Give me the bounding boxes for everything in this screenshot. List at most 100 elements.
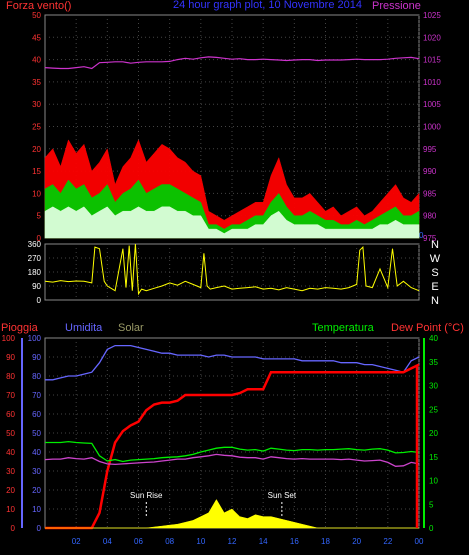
wind-right-tick-label: 1000 bbox=[423, 123, 441, 132]
wind-right-tick-label: 980 bbox=[423, 212, 437, 221]
rain-right-tick-label: 5 bbox=[429, 500, 434, 509]
rain-left-inner-tick-label: 10 bbox=[32, 505, 41, 514]
direction-line bbox=[44, 243, 420, 296]
direction-y-tick-label: 360 bbox=[28, 240, 42, 249]
rain-right-tick-label: 0 bbox=[429, 524, 434, 533]
wind-right-label: Pressione bbox=[372, 0, 421, 12]
rain-x-tick-label: 04 bbox=[103, 537, 112, 546]
solar-area bbox=[45, 499, 419, 529]
wind-left-tick-label: 10 bbox=[32, 189, 41, 198]
wind-left-tick-label: 15 bbox=[32, 167, 41, 176]
rain-left-outer-tick-label: 40 bbox=[6, 448, 15, 457]
rain-left-outer-tick-label: 50 bbox=[6, 429, 15, 438]
wind-left-tick-label: 0 bbox=[37, 234, 42, 243]
rain-right-tick-label: 30 bbox=[429, 382, 438, 391]
compass-label: S bbox=[431, 267, 438, 279]
rain-right-tick-label: 15 bbox=[429, 453, 438, 462]
dewpoint-line bbox=[44, 453, 420, 467]
rain-x-tick-label: 00 bbox=[415, 537, 424, 546]
rain-x-tick-label: 16 bbox=[290, 537, 299, 546]
rain-x-tick-label: 02 bbox=[72, 537, 81, 546]
rain-right-tick-label: 10 bbox=[429, 477, 438, 486]
dewpoint-right-label: Dew Point (°C) bbox=[391, 322, 464, 334]
rain-left-outer-tick-label: 10 bbox=[6, 505, 15, 514]
wind-right-tick-label: 990 bbox=[423, 167, 437, 176]
sun-annotations: Sun Rise Sun Set bbox=[130, 491, 297, 518]
rain-left-inner-tick-label: 30 bbox=[32, 467, 41, 476]
rain-left-inner-tick-label: 70 bbox=[32, 391, 41, 400]
temperature-line bbox=[45, 440, 420, 463]
rain-left-inner-tick-label: 0 bbox=[37, 524, 42, 533]
humidity-line bbox=[45, 344, 420, 381]
wind-right-tick-label: 975 bbox=[423, 234, 437, 243]
humidity-left-label: Umidita bbox=[65, 322, 103, 334]
compass-label: E bbox=[431, 281, 438, 293]
rain-left-outer-tick-label: 90 bbox=[6, 353, 15, 362]
compass-label: N bbox=[431, 295, 439, 307]
direction-grid bbox=[45, 244, 420, 300]
rain-x-tick-label: 18 bbox=[321, 537, 330, 546]
wind-left-tick-label: 35 bbox=[32, 78, 41, 87]
rain-left-outer-tick-label: 0 bbox=[11, 524, 16, 533]
rain-series-group bbox=[44, 344, 420, 530]
direction-series-group bbox=[44, 243, 420, 296]
rain-x-tick-label: 10 bbox=[196, 537, 205, 546]
solar-left-label: Solar bbox=[118, 322, 144, 334]
rain-left-label: Pioggia bbox=[1, 322, 39, 334]
wind-left-tick-label: 50 bbox=[32, 11, 41, 20]
sun-annotation-label: Sun Set bbox=[268, 491, 297, 500]
wind-right-tick-label: 1020 bbox=[423, 33, 441, 42]
rain-x-tick-label: 12 bbox=[228, 537, 237, 546]
wind-left-tick-label: 30 bbox=[32, 100, 41, 109]
rain-x-tick-label: 22 bbox=[383, 537, 392, 546]
wind-left-tick-label: 5 bbox=[37, 212, 42, 221]
rain-left-outer-tick-label: 100 bbox=[2, 334, 16, 343]
direction-y-tick-label: 270 bbox=[28, 254, 42, 263]
wind-left-tick-label: 40 bbox=[32, 56, 41, 65]
compass-label: W bbox=[430, 253, 441, 265]
direction-y-tick-label: 0 bbox=[37, 296, 42, 305]
rain-left-outer-tick-label: 80 bbox=[6, 372, 15, 381]
wind-chart-title: 24 hour graph plot, 10 Novembre 2014 bbox=[173, 0, 362, 11]
wind-avg-area bbox=[44, 206, 420, 239]
direction-y-tick-label: 90 bbox=[32, 282, 41, 291]
rain-left-inner-tick-label: 20 bbox=[32, 486, 41, 495]
wind-right-tick-label: 1015 bbox=[423, 56, 441, 65]
wind-x-tick-label: 00 bbox=[415, 231, 424, 240]
rain-left-inner-tick-label: 60 bbox=[32, 410, 41, 419]
rain-right-tick-label: 25 bbox=[429, 405, 438, 414]
sun-annotation-label: Sun Rise bbox=[130, 491, 163, 500]
rain-right-tick-label: 40 bbox=[429, 334, 438, 343]
rain-left-ticks: 0 10 20 30 40 50 60 70 80 90 100 0 10 20 30 40 50 60 70 80 9… bbox=[2, 334, 42, 533]
wind-right-tick-label: 1010 bbox=[423, 78, 441, 87]
rain-x-ticks: 02 04 06 08 10 12 14 16 18 20 22 00 bbox=[72, 537, 424, 546]
rain-humidity-panel: Pioggia Umidita Solar Temperatura Dew Po… bbox=[1, 322, 464, 546]
direction-y-tick-label: 180 bbox=[28, 268, 42, 277]
rain-x-tick-label: 20 bbox=[352, 537, 361, 546]
wind-series-group bbox=[44, 56, 420, 239]
rain-left-inner-tick-label: 80 bbox=[32, 372, 41, 381]
wind-right-tick-label: 985 bbox=[423, 189, 437, 198]
rain-left-inner-tick-label: 50 bbox=[32, 429, 41, 438]
rain-left-outer-tick-label: 60 bbox=[6, 410, 15, 419]
direction-y-ticks: 0 90 180 270 360 bbox=[28, 240, 42, 305]
rain-right-ticks: 0 5 10 15 20 25 30 35 40 bbox=[423, 334, 438, 533]
rain-right-tick-label: 35 bbox=[429, 358, 438, 367]
rain-x-tick-label: 06 bbox=[134, 537, 143, 546]
pressure-line bbox=[44, 56, 420, 70]
rain-left-outer-tick-label: 70 bbox=[6, 391, 15, 400]
wind-left-tick-label: 45 bbox=[32, 33, 41, 42]
rain-line bbox=[45, 363, 420, 530]
temperature-right-label: Temperatura bbox=[312, 322, 375, 334]
wind-right-tick-label: 1025 bbox=[423, 11, 441, 20]
wind-right-ticks: 975 980 985 990 995 1000 1005 1010 1015 1020 1025 bbox=[423, 11, 441, 243]
rain-left-inner-tick-label: 90 bbox=[32, 353, 41, 362]
wind-left-label: Forza vento() bbox=[6, 0, 71, 12]
rain-left-inner-tick-label: 100 bbox=[28, 334, 42, 343]
compass-label: N bbox=[431, 239, 439, 251]
wind-left-tick-label: 25 bbox=[32, 123, 41, 132]
rain-x-tick-label: 08 bbox=[165, 537, 174, 546]
